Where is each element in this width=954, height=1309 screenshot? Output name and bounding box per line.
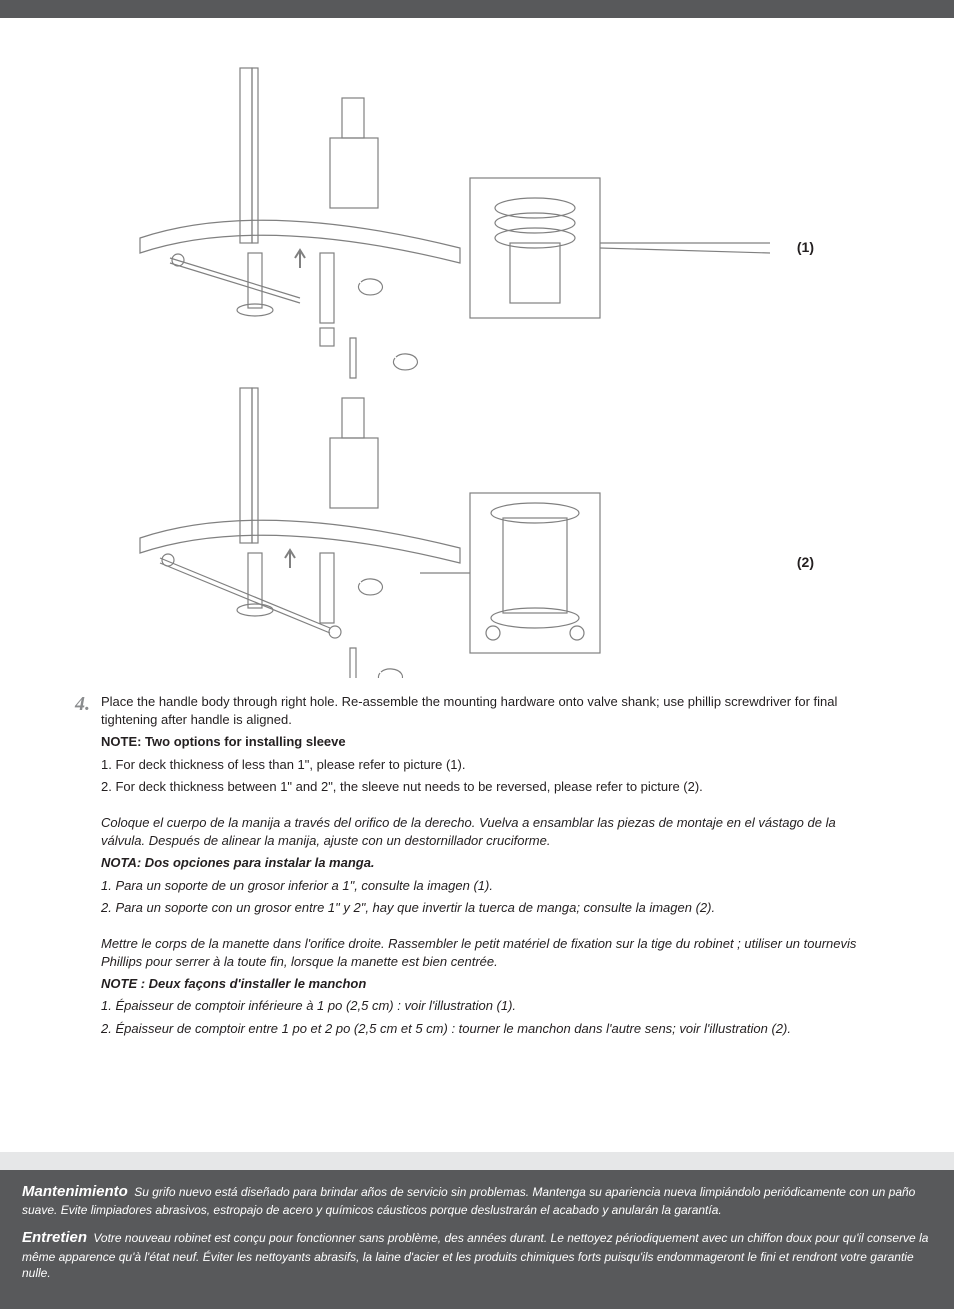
step-fr-main: Mettre le corps de la manette dans l'ori…	[101, 935, 879, 971]
step-es-opt1: 1. Para un soporte de un grosor inferior…	[101, 877, 879, 895]
instruction-content: 4. Place the handle body through right h…	[0, 678, 954, 1042]
maintenance-block: Mantenimiento Su grifo nuevo está diseña…	[0, 1170, 954, 1309]
maintenance-es-title: Mantenimiento	[22, 1183, 128, 1200]
step-row: 4. Place the handle body through right h…	[75, 693, 879, 1042]
maintenance-es: Mantenimiento Su grifo nuevo está diseña…	[22, 1182, 932, 1218]
maintenance-es-body: Su grifo nuevo está diseñado para brinda…	[22, 1185, 915, 1217]
step-es-note-title: NOTA: Dos opciones para instalar la mang…	[101, 854, 879, 872]
step-en-main: Place the handle body through right hole…	[101, 693, 879, 729]
figure-label-2: (2)	[797, 553, 814, 573]
footer-light-band	[0, 1152, 954, 1170]
step-body: Place the handle body through right hole…	[101, 693, 879, 1042]
top-bar	[0, 0, 954, 18]
step-en-opt1: 1. For deck thickness of less than 1", p…	[101, 756, 879, 774]
step-es-opt2: 2. Para un soporte con un grosor entre 1…	[101, 899, 879, 917]
step-es-main: Coloque el cuerpo de la manija a través …	[101, 814, 879, 850]
step-fr-opt2: 2. Épaisseur de comptoir entre 1 po et 2…	[101, 1020, 879, 1038]
step-number: 4.	[75, 693, 101, 1042]
maintenance-fr-title: Entretien	[22, 1229, 87, 1246]
figure-area: (1) (2)	[0, 18, 954, 678]
step-en-opt2: 2. For deck thickness between 1" and 2",…	[101, 778, 879, 796]
step-fr-note-title: NOTE : Deux façons d'installer le mancho…	[101, 975, 879, 993]
step-fr-opt1: 1. Épaisseur de comptoir inférieure à 1 …	[101, 997, 879, 1015]
installation-diagram	[0, 38, 954, 678]
maintenance-fr: Entretien Votre nouveau robinet est conç…	[22, 1228, 932, 1281]
maintenance-fr-body: Votre nouveau robinet est conçu pour fon…	[22, 1231, 928, 1279]
figure-label-1: (1)	[797, 238, 814, 258]
step-en-note-title: NOTE: Two options for installing sleeve	[101, 733, 879, 751]
